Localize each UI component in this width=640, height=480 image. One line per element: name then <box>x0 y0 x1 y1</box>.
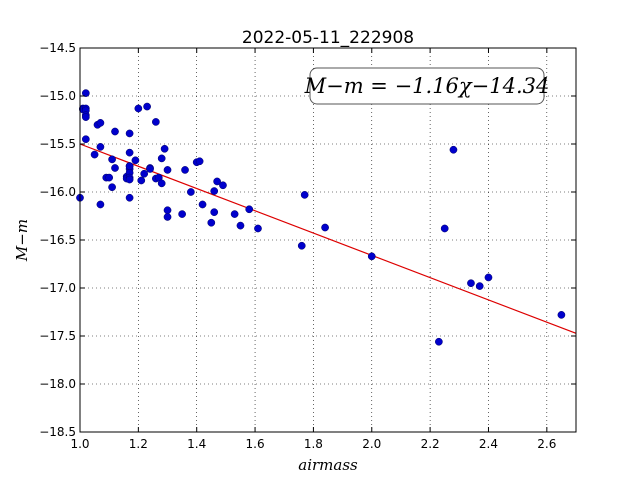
x-axis-label: airmass <box>298 456 358 474</box>
y-tick-label: −17.5 <box>39 329 76 343</box>
data-point <box>467 279 475 288</box>
data-points <box>76 89 566 346</box>
data-point <box>81 89 90 97</box>
data-point <box>367 252 376 261</box>
data-point <box>143 102 151 111</box>
data-point <box>198 200 207 209</box>
data-point <box>108 183 116 192</box>
x-tick-label: 2.2 <box>421 437 440 451</box>
x-tick-label: 2.4 <box>479 437 498 451</box>
fit-equation-frame <box>309 67 545 105</box>
x-tick-label: 1.4 <box>187 437 206 451</box>
data-point <box>207 218 216 227</box>
x-tick-label: 2.6 <box>537 437 556 451</box>
y-axis-label: M−m <box>13 219 31 262</box>
data-point <box>90 150 99 159</box>
x-tick-label: 1.0 <box>70 437 89 451</box>
data-point <box>449 145 458 154</box>
y-tick-label: −17.0 <box>39 281 76 295</box>
data-point <box>111 127 119 136</box>
data-point <box>125 129 134 138</box>
data-point <box>219 181 227 190</box>
x-tick-label: 1.2 <box>129 437 148 451</box>
data-point <box>178 210 186 218</box>
chart-title: 2022-05-11_222908 <box>242 28 414 48</box>
data-point <box>181 166 189 174</box>
data-point <box>125 175 134 184</box>
data-point <box>157 179 166 188</box>
data-point <box>435 337 443 346</box>
y-tick-label: −18.0 <box>39 377 76 391</box>
y-tick-label: −16.0 <box>39 185 76 199</box>
data-point <box>160 144 169 153</box>
fit-equation-box: M−m = −1.16χ−14.34 <box>304 67 550 105</box>
data-point <box>111 164 119 172</box>
x-tick-label: 2.0 <box>362 437 381 451</box>
data-point <box>146 165 154 173</box>
data-point <box>131 156 140 165</box>
data-point <box>137 176 146 185</box>
data-point <box>236 221 245 230</box>
data-point <box>440 224 449 233</box>
data-point <box>125 148 134 157</box>
y-tick-label: −16.5 <box>39 233 76 247</box>
axis-ticks <box>79 47 576 433</box>
data-point <box>96 143 105 151</box>
y-tick-label: −15.0 <box>39 89 76 103</box>
x-tick-labels: 1.0 1.2 1.4 1.6 1.8 2.0 2.2 2.4 2.6 <box>70 437 556 451</box>
fit-line-group <box>79 143 577 334</box>
data-point <box>125 162 134 170</box>
y-tick-labels: −14.5 −15.0 −15.5 −16.0 −16.5 −17.0 −17.5 −18.0… <box>39 41 76 439</box>
data-point <box>245 205 254 214</box>
data-point <box>300 191 309 199</box>
fit-line <box>79 143 577 334</box>
data-point <box>140 169 149 178</box>
data-point <box>108 155 116 164</box>
data-point <box>557 311 566 319</box>
data-point <box>96 119 105 127</box>
data-point <box>152 118 160 126</box>
data-point <box>321 223 329 232</box>
fit-equation-text: M−m = −1.16χ−14.34 <box>304 74 550 98</box>
data-point <box>125 193 134 202</box>
data-point <box>210 208 219 217</box>
data-point <box>96 200 105 209</box>
data-point <box>297 241 306 250</box>
data-point <box>213 177 221 186</box>
data-point <box>81 113 90 121</box>
x-tick-label: 1.8 <box>304 437 323 451</box>
data-point <box>81 135 90 144</box>
data-point <box>163 206 172 215</box>
y-tick-label: −15.5 <box>39 137 76 151</box>
data-point <box>230 210 239 218</box>
data-point <box>157 154 166 163</box>
data-point <box>254 224 262 233</box>
data-point <box>475 282 484 290</box>
data-point <box>187 188 195 196</box>
data-point <box>134 104 143 113</box>
y-tick-label: −18.5 <box>39 425 76 439</box>
data-point <box>163 213 172 221</box>
y-tick-label: −14.5 <box>39 41 76 55</box>
data-point <box>105 173 114 182</box>
data-point <box>210 187 219 195</box>
x-tick-label: 1.6 <box>246 437 265 451</box>
data-point <box>163 166 172 174</box>
data-point <box>484 273 493 282</box>
data-point <box>195 157 204 166</box>
